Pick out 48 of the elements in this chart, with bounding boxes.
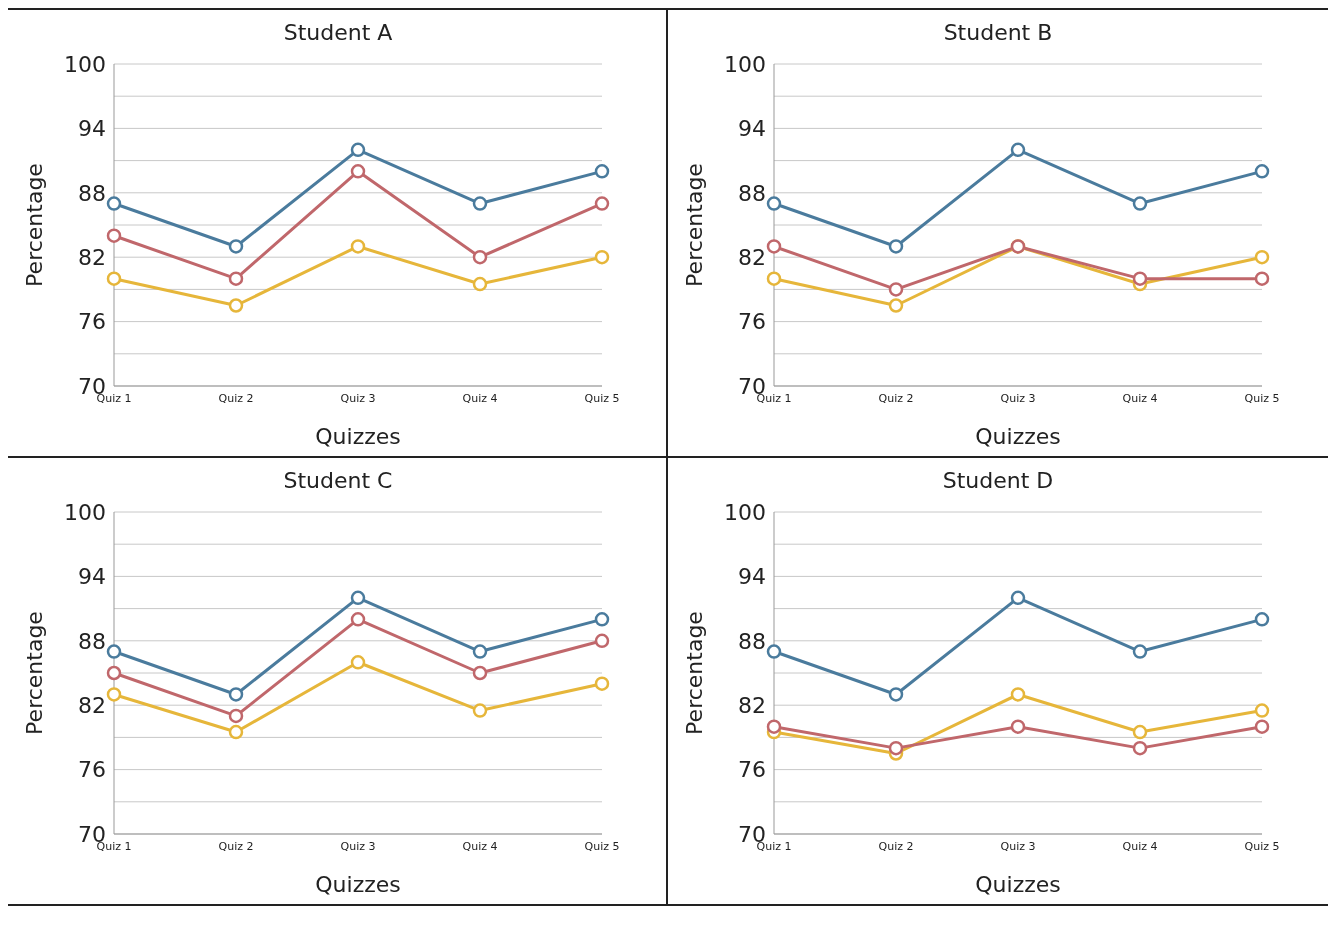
x-tick-label: Quiz 4 <box>1122 839 1158 853</box>
y-tick-label: 94 <box>78 116 106 142</box>
y-axis-title: Percentage <box>21 611 47 735</box>
x-tick-label: Quiz 3 <box>1000 839 1036 853</box>
x-tick-label: Quiz 5 <box>1244 391 1280 405</box>
y-tick-label: 88 <box>738 180 766 206</box>
x-tick-label: Quiz 2 <box>218 839 254 853</box>
x-tick-label: Quiz 5 <box>584 839 620 853</box>
y-tick-label: 76 <box>78 309 106 335</box>
y-tick-label: 100 <box>64 51 106 77</box>
y-axis-title: Percentage <box>681 163 707 287</box>
x-tick-label: Quiz 4 <box>462 839 498 853</box>
chart-title: Student C <box>283 468 393 493</box>
y-axis-title: Percentage <box>21 163 47 287</box>
x-tick-label: Quiz 4 <box>1122 391 1158 405</box>
x-tick-label: Quiz 5 <box>584 391 620 405</box>
x-axis-title: Quizzes <box>975 872 1061 897</box>
x-tick-label: Quiz 3 <box>1000 391 1036 405</box>
y-tick-label: 100 <box>64 499 106 525</box>
x-axis-title: Quizzes <box>315 424 401 449</box>
y-tick-label: 88 <box>738 628 766 654</box>
x-tick-label: Quiz 2 <box>878 839 914 853</box>
x-tick-label: Quiz 2 <box>878 391 914 405</box>
y-tick-label: 88 <box>78 180 106 206</box>
y-tick-label: 82 <box>78 693 106 719</box>
x-tick-label: Quiz 4 <box>462 391 498 405</box>
y-tick-label: 94 <box>78 564 106 590</box>
x-tick-label: Quiz 2 <box>218 391 254 405</box>
y-tick-label: 100 <box>724 51 766 77</box>
chart-title: Student B <box>943 20 1053 45</box>
x-axis-title: Quizzes <box>315 872 401 897</box>
chart-title: Student A <box>283 20 393 45</box>
y-tick-label: 82 <box>78 245 106 271</box>
x-tick-label: Quiz 3 <box>340 839 376 853</box>
y-tick-label: 82 <box>738 693 766 719</box>
x-tick-label: Quiz 3 <box>340 391 376 405</box>
y-tick-label: 94 <box>738 116 766 142</box>
x-axis-title: Quizzes <box>975 424 1061 449</box>
y-tick-label: 76 <box>738 309 766 335</box>
y-tick-label: 94 <box>738 564 766 590</box>
y-tick-label: 88 <box>78 628 106 654</box>
y-axis-title: Percentage <box>681 611 707 735</box>
x-tick-label: Quiz 5 <box>1244 839 1280 853</box>
y-tick-label: 76 <box>738 757 766 783</box>
y-tick-label: 100 <box>724 499 766 525</box>
chart-title: Student D <box>942 468 1054 493</box>
y-tick-label: 76 <box>78 757 106 783</box>
y-tick-label: 82 <box>738 245 766 271</box>
